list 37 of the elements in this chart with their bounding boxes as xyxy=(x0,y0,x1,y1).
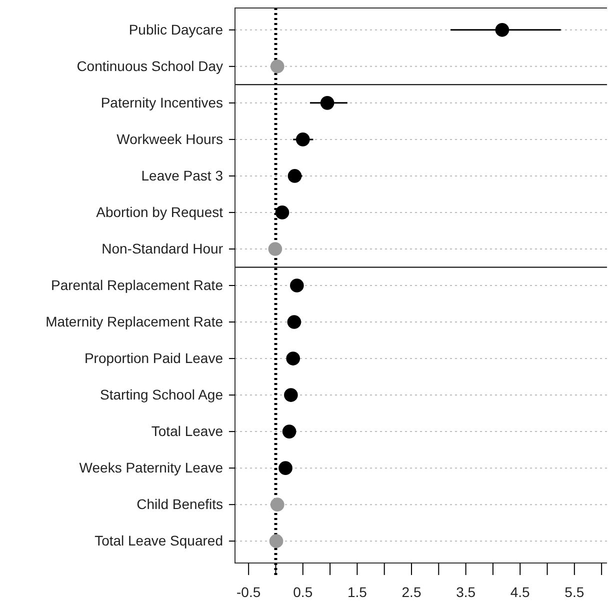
point xyxy=(268,242,282,256)
point xyxy=(270,498,284,512)
point xyxy=(282,424,296,438)
x-tick-label: 5.5 xyxy=(564,584,584,600)
x-tick-label: 3.5 xyxy=(456,584,476,600)
y-tick-label: Maternity Replacement Rate xyxy=(46,313,224,330)
y-tick-label: Public Daycare xyxy=(128,21,224,38)
point xyxy=(278,461,292,475)
point xyxy=(275,206,290,220)
x-tick-label: 4.5 xyxy=(510,584,530,600)
point xyxy=(269,534,284,548)
y-tick-label: Workweek Hours xyxy=(116,130,223,147)
point xyxy=(287,315,302,329)
point xyxy=(284,388,298,402)
y-tick-label: Continuous School Day xyxy=(76,58,223,74)
x-tick-label: 1.5 xyxy=(347,584,368,600)
y-tick-label: Total Leave xyxy=(151,423,224,440)
y-tick-label: Non-Standard Hour xyxy=(102,240,224,256)
y-tick-label: Paternity Incentives xyxy=(100,94,223,110)
point xyxy=(320,96,334,110)
y-tick-label: Proportion Paid Leave xyxy=(84,350,224,366)
point xyxy=(296,132,310,146)
point xyxy=(288,169,302,183)
y-tick-label: Child Benefits xyxy=(136,496,223,512)
y-tick-label: Weeks Paternity Leave xyxy=(79,460,224,476)
y-tick-label: Total Leave Squared xyxy=(94,532,223,549)
y-tick-label: Parental Replacement Rate xyxy=(51,276,224,293)
y-tick-label: Leave Past 3 xyxy=(141,167,224,184)
point xyxy=(495,23,510,37)
point xyxy=(270,60,284,74)
x-tick-label: -0.5 xyxy=(236,584,261,600)
x-tick-label: 0.5 xyxy=(293,584,313,600)
point xyxy=(286,352,300,366)
point xyxy=(290,278,304,292)
x-tick-label: 2.5 xyxy=(402,584,422,600)
y-tick-label: Starting School Age xyxy=(100,386,224,403)
y-tick-label: Abortion by Request xyxy=(96,204,224,220)
